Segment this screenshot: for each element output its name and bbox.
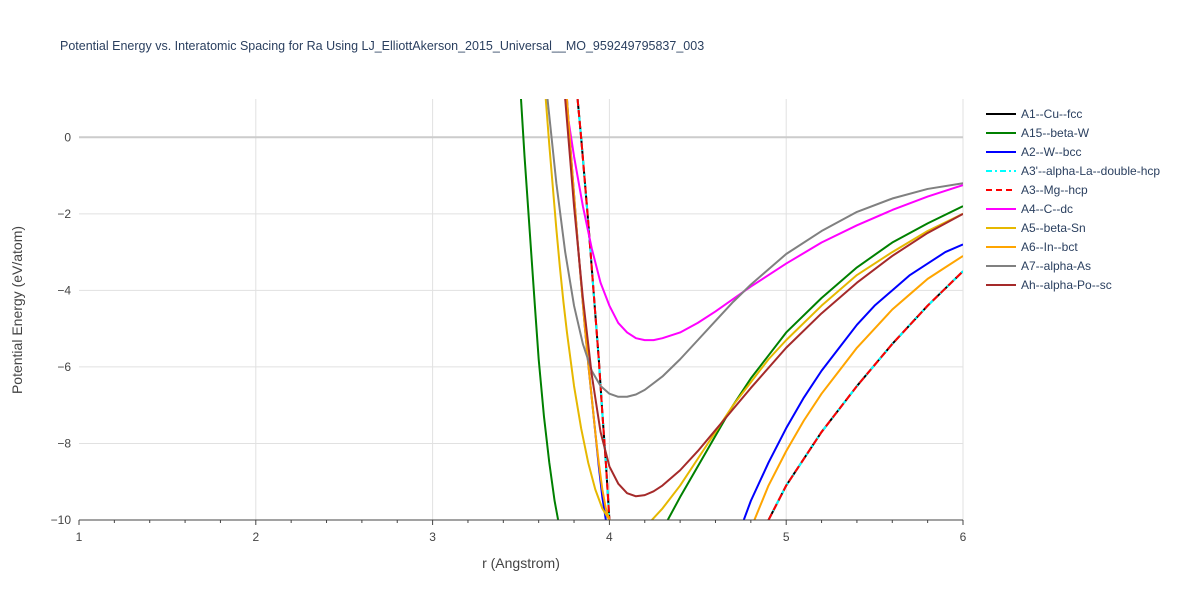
y-tick-label: −2 bbox=[57, 207, 71, 221]
y-tick-label: −10 bbox=[51, 513, 72, 527]
legend-label: A1--Cu--fcc bbox=[1021, 107, 1082, 121]
x-tick-label: 2 bbox=[252, 530, 259, 544]
x-tick-label: 6 bbox=[960, 530, 967, 544]
legend-item[interactable]: A3'--alpha-La--double-hcp bbox=[986, 164, 1160, 178]
legend-item[interactable]: A5--beta-Sn bbox=[986, 221, 1086, 235]
y-axis-ticks: 0 −2 −4 −6 −8 −10 bbox=[51, 130, 72, 527]
series-line bbox=[576, 99, 963, 520]
legend[interactable]: A1--Cu--fcc A15--beta-W A2--W--bcc A3'--alp… bbox=[986, 107, 1160, 292]
x-axis-ticks: 1 2 3 4 5 6 bbox=[76, 520, 967, 544]
series-line bbox=[576, 99, 963, 520]
series-line bbox=[564, 99, 963, 342]
legend-label: A3--Mg--hcp bbox=[1021, 183, 1088, 197]
legend-label: A6--In--bct bbox=[1021, 240, 1078, 254]
y-tick-label: −4 bbox=[57, 283, 71, 297]
series-lines bbox=[520, 99, 963, 520]
legend-label: A15--beta-W bbox=[1021, 126, 1090, 140]
legend-item[interactable]: A1--Cu--fcc bbox=[986, 107, 1082, 121]
series-line bbox=[565, 99, 963, 520]
legend-item[interactable]: A4--C--dc bbox=[986, 202, 1073, 216]
y-tick-label: −6 bbox=[57, 360, 71, 374]
series-line bbox=[520, 99, 963, 520]
series-line bbox=[564, 99, 963, 498]
y-tick-label: 0 bbox=[64, 130, 71, 144]
legend-label: A5--beta-Sn bbox=[1021, 221, 1086, 235]
legend-label: A7--alpha-As bbox=[1021, 259, 1091, 273]
series-line bbox=[576, 99, 963, 520]
grid bbox=[79, 99, 964, 520]
x-axis-title: r (Angstrom) bbox=[482, 555, 560, 571]
series-line bbox=[544, 99, 963, 520]
x-tick-label: 4 bbox=[606, 530, 613, 544]
legend-item[interactable]: A15--beta-W bbox=[986, 126, 1090, 140]
legend-item[interactable]: A3--Mg--hcp bbox=[986, 183, 1088, 197]
legend-label: Ah--alpha-Po--sc bbox=[1021, 278, 1112, 292]
x-tick-label: 5 bbox=[783, 530, 790, 544]
legend-label: A4--C--dc bbox=[1021, 202, 1073, 216]
series-line bbox=[546, 99, 963, 398]
x-tick-label: 3 bbox=[429, 530, 436, 544]
legend-label: A3'--alpha-La--double-hcp bbox=[1021, 164, 1160, 178]
legend-item[interactable]: A6--In--bct bbox=[986, 240, 1078, 254]
legend-label: A2--W--bcc bbox=[1021, 145, 1081, 159]
series-line bbox=[565, 99, 963, 520]
x-tick-label: 1 bbox=[76, 530, 83, 544]
legend-item[interactable]: Ah--alpha-Po--sc bbox=[986, 278, 1112, 292]
legend-item[interactable]: A2--W--bcc bbox=[986, 145, 1081, 159]
y-axis-title: Potential Energy (eV/atom) bbox=[9, 226, 25, 394]
y-tick-label: −8 bbox=[57, 436, 71, 450]
legend-item[interactable]: A7--alpha-As bbox=[986, 259, 1091, 273]
chart-title: Potential Energy vs. Interatomic Spacing… bbox=[60, 39, 704, 53]
